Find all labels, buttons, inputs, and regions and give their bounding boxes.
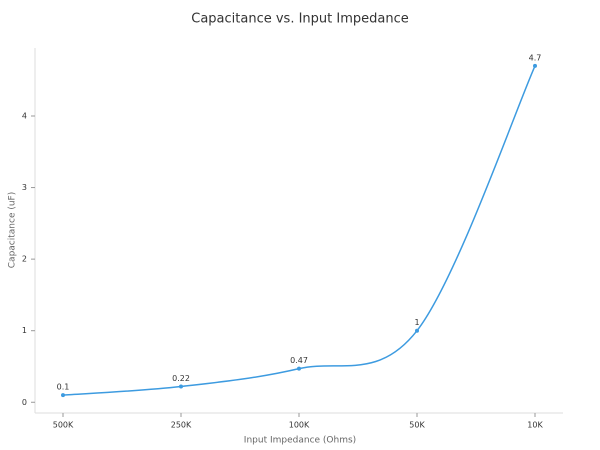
x-tick-label: 100K [289, 421, 310, 430]
point [179, 384, 183, 389]
y-tick-label: 0 [22, 398, 27, 407]
data-label: 4.7 [529, 53, 542, 62]
y-tick-label: 3 [22, 183, 27, 192]
point [297, 366, 301, 371]
y-axis-title: Capacitance (uF) [8, 192, 18, 268]
x-axis-title: Input Impedance (Ohms) [244, 436, 356, 446]
data-label: 1 [414, 318, 419, 327]
point [415, 328, 419, 333]
x-tick-label: 250K [171, 421, 192, 430]
data-label: 0.47 [290, 356, 308, 365]
y-tick-label: 4 [22, 111, 27, 120]
x-tick-label: 50K [409, 421, 425, 430]
y-tick-label: 2 [22, 255, 27, 264]
y-tick-label: 1 [22, 326, 27, 335]
chart-title: Capacitance vs. Input Impedance [191, 12, 408, 27]
line [62, 65, 536, 396]
point [533, 63, 537, 68]
x-tick-label: 500K [53, 421, 74, 430]
x-tick-label: 10K [527, 421, 543, 430]
point [61, 393, 65, 398]
data-label: 0.1 [57, 383, 70, 392]
data-label: 0.22 [172, 374, 190, 383]
